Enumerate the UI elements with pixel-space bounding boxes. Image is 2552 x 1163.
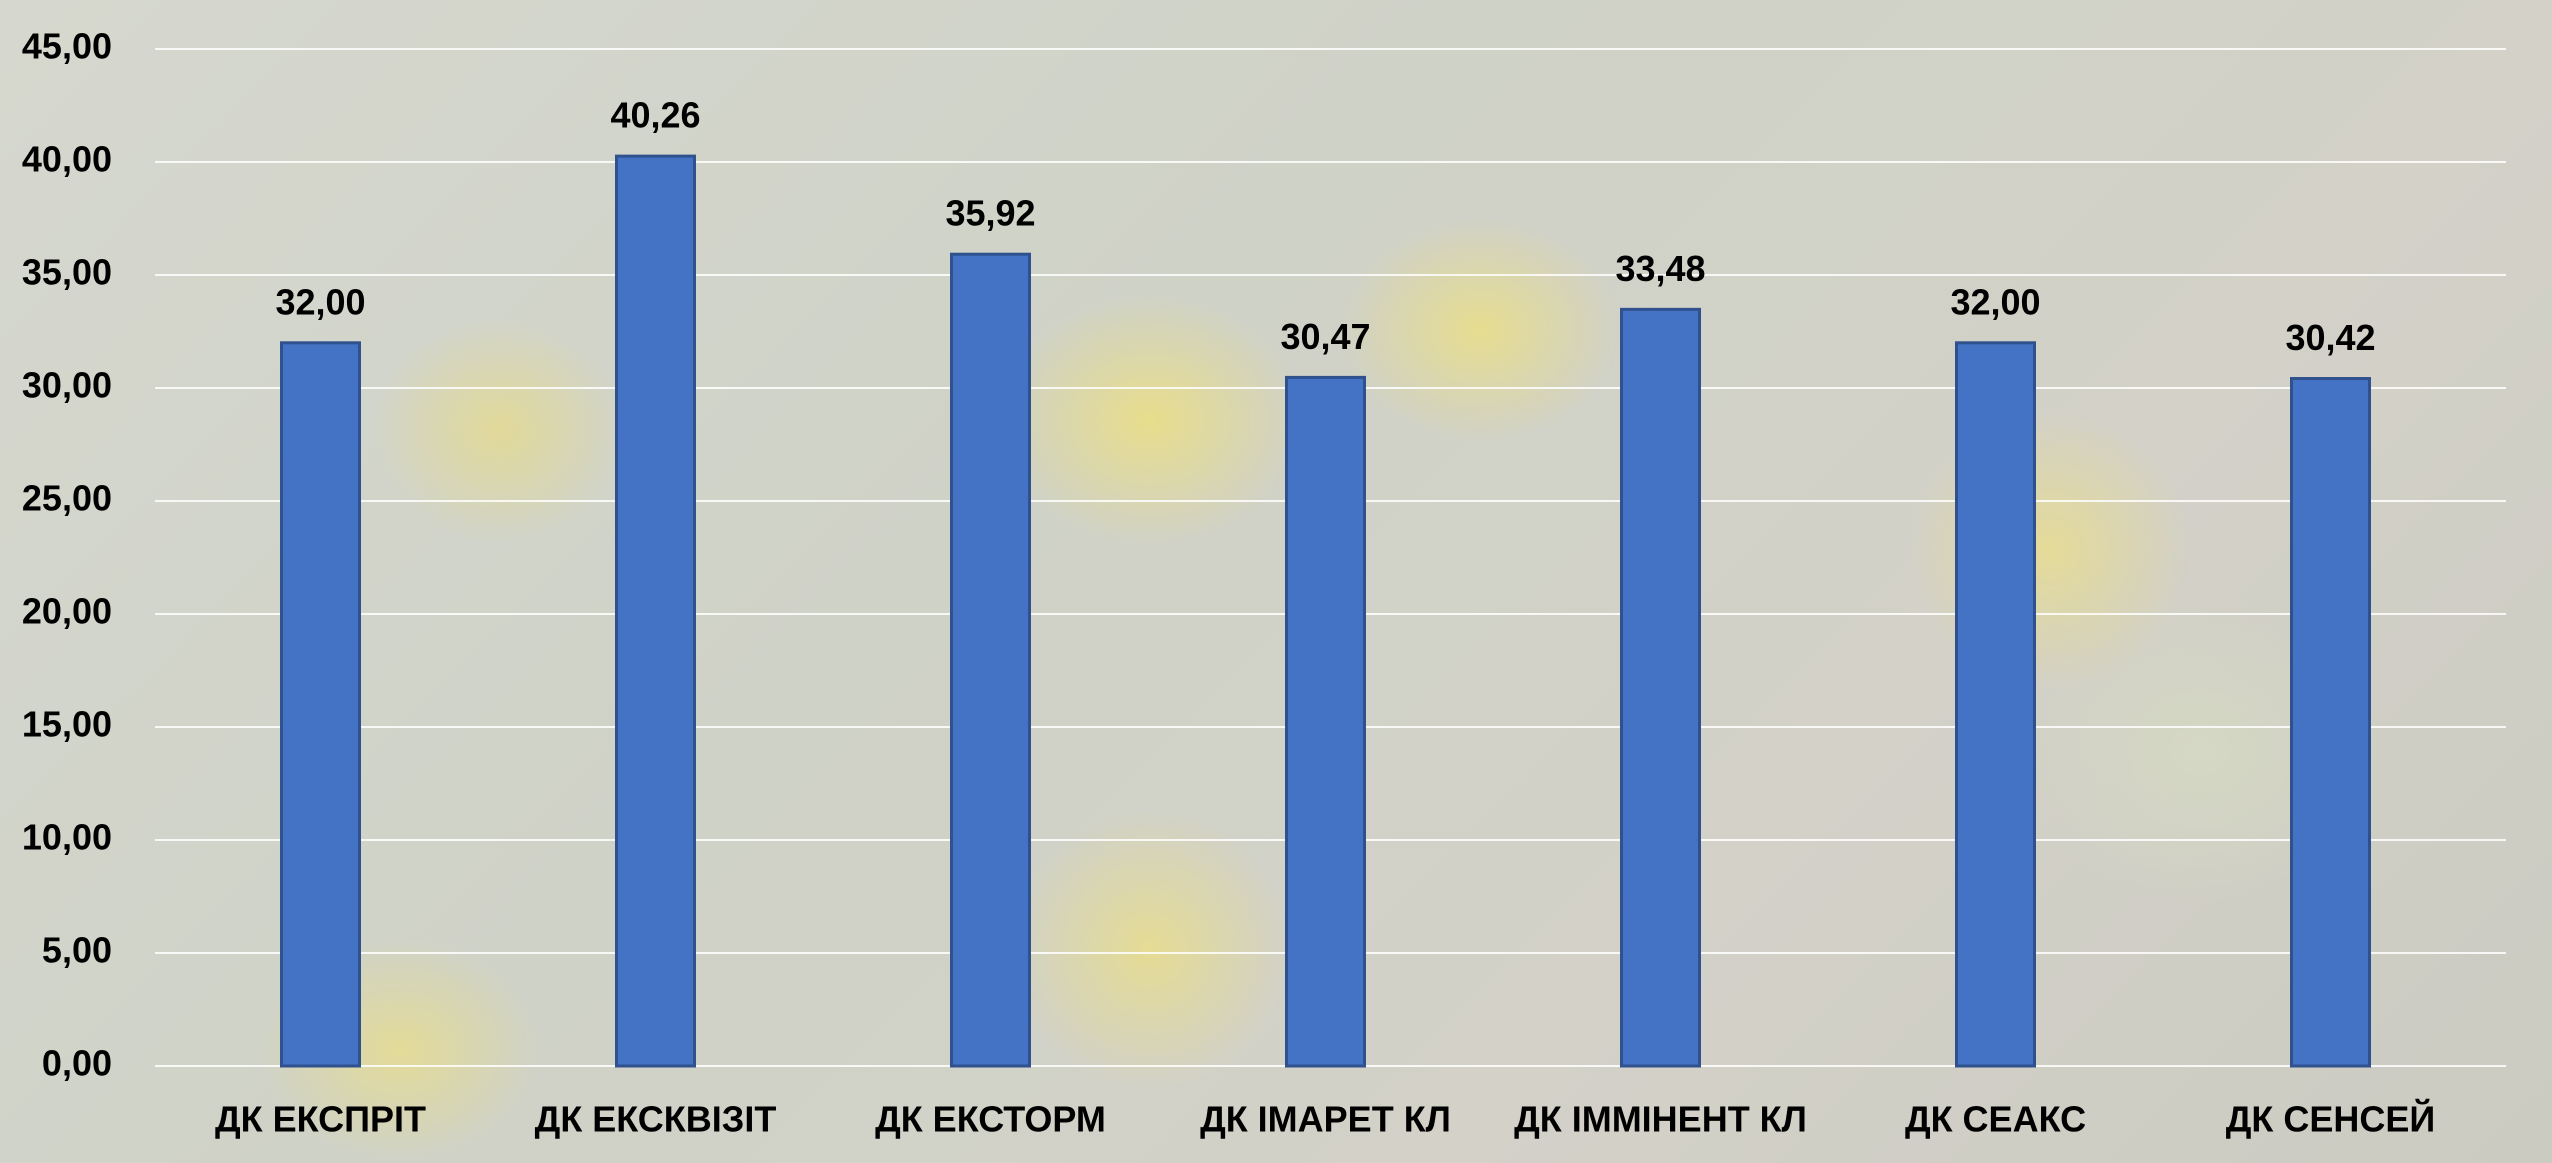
value-label: 40,26 xyxy=(610,95,700,136)
y-tick-label: 0,00 xyxy=(42,1043,112,1084)
x-tick-label: ДК СЕАКС xyxy=(1905,1099,2086,1140)
y-tick-label: 30,00 xyxy=(22,365,112,406)
x-tick-label: ДК ІММІНЕНТ КЛ xyxy=(1514,1099,1807,1140)
y-tick-label: 10,00 xyxy=(22,817,112,858)
bar xyxy=(1622,309,1700,1066)
y-tick-label: 45,00 xyxy=(22,26,112,67)
y-tick-label: 15,00 xyxy=(22,704,112,745)
value-label: 30,42 xyxy=(2285,317,2375,358)
value-label: 30,47 xyxy=(1280,316,1370,357)
bar xyxy=(617,156,695,1066)
value-label: 32,00 xyxy=(275,281,365,322)
x-tick-label: ДК ЕКСТОРМ xyxy=(875,1099,1106,1140)
chart-container: 0,00 5,00 10,00 15,00 20,00 25,00 30,00 35,00 40… xyxy=(0,0,2552,1163)
x-tick-label: ДК ЕКСПРІТ xyxy=(215,1099,426,1140)
y-tick-label: 40,00 xyxy=(22,139,112,180)
bar xyxy=(2292,379,2370,1066)
y-tick-label: 35,00 xyxy=(22,252,112,293)
x-tick-label: ДК ЕКСКВІЗІТ xyxy=(535,1099,777,1140)
bar xyxy=(1957,343,2035,1066)
x-tick-label: ДК СЕНСЕЙ xyxy=(2226,1098,2436,1140)
y-tick-label: 5,00 xyxy=(42,930,112,971)
value-label: 35,92 xyxy=(945,193,1035,234)
bar xyxy=(282,343,360,1066)
value-label: 32,00 xyxy=(1950,281,2040,322)
value-label: 33,48 xyxy=(1615,248,1705,289)
chart: 0,00 5,00 10,00 15,00 20,00 25,00 30,00 35,00 40… xyxy=(0,0,2552,1163)
y-tick-label: 25,00 xyxy=(22,478,112,519)
bar xyxy=(952,254,1030,1066)
x-tick-label: ДК ІМАРЕТ КЛ xyxy=(1200,1099,1451,1140)
bar xyxy=(1287,377,1365,1066)
y-tick-label: 20,00 xyxy=(22,591,112,632)
